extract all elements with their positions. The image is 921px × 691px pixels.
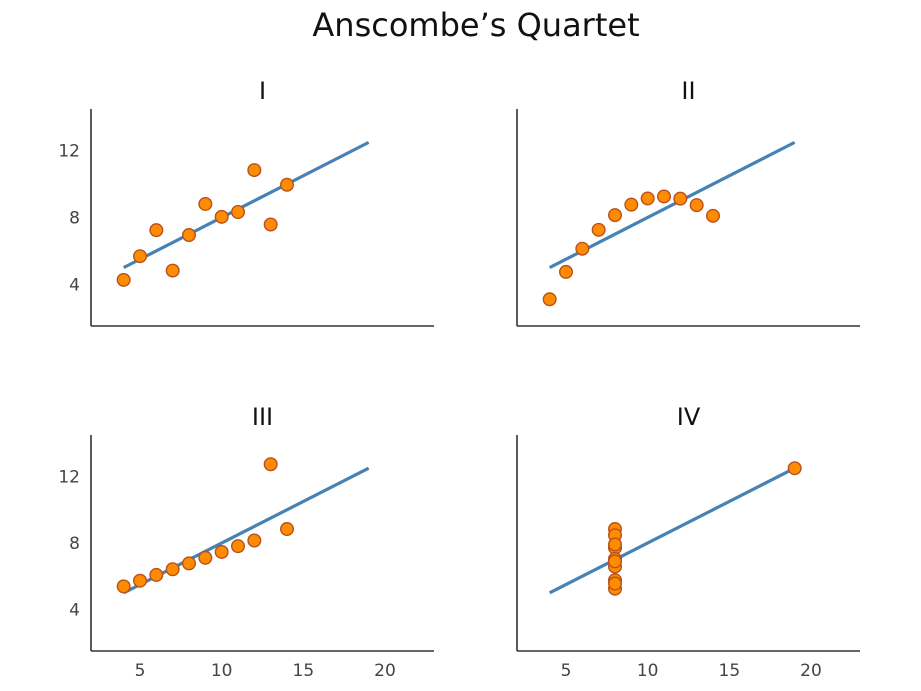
data-point — [247, 163, 262, 178]
data-point — [230, 539, 245, 554]
data-point — [230, 204, 245, 219]
data-point — [591, 222, 606, 237]
data-point — [280, 177, 295, 192]
regression-line — [548, 466, 796, 595]
x-tick-label: 10 — [637, 661, 659, 681]
data-point — [689, 198, 704, 213]
data-point — [608, 554, 623, 569]
data-point — [214, 209, 229, 224]
data-point — [542, 292, 557, 307]
y-tick-label: 8 — [69, 209, 80, 229]
panel-title: II — [681, 77, 695, 105]
x-tick-label: 15 — [293, 661, 315, 681]
data-point — [116, 272, 131, 287]
panel-title: IV — [677, 403, 701, 431]
x-tick-label: 5 — [561, 661, 572, 681]
data-point — [181, 228, 196, 243]
y-tick-label: 4 — [69, 600, 80, 620]
data-point — [263, 217, 278, 232]
y-tick-label: 8 — [69, 534, 80, 554]
data-point — [787, 461, 802, 476]
data-point — [608, 576, 623, 591]
data-point — [706, 208, 721, 223]
data-point — [608, 537, 623, 552]
panel-title: I — [259, 77, 266, 105]
x-tick-label: 15 — [719, 661, 741, 681]
data-point — [280, 522, 295, 537]
panel-3: III 4 8 12 5 10 15 20 — [58, 403, 434, 681]
y-tick-label: 4 — [69, 275, 80, 295]
data-point — [165, 562, 180, 577]
panel-1: I 4 8 12 — [58, 77, 434, 327]
data-point — [198, 550, 213, 565]
panel-2: II — [516, 77, 860, 327]
data-point — [181, 556, 196, 571]
data-point — [247, 533, 262, 548]
panel-title: III — [252, 403, 273, 431]
panel-4: IV 5 10 15 20 — [516, 403, 860, 681]
data-point — [263, 457, 278, 472]
data-point — [116, 579, 131, 594]
data-point — [673, 191, 688, 206]
data-point — [657, 189, 672, 204]
x-tick-label: 10 — [211, 661, 233, 681]
chart-title: Anscombe’s Quartet — [312, 6, 639, 44]
data-point — [132, 249, 147, 264]
data-point — [149, 223, 164, 238]
data-point — [214, 544, 229, 559]
data-point — [608, 208, 623, 223]
regression-line — [122, 466, 370, 595]
data-point — [165, 263, 180, 278]
data-point — [575, 241, 590, 256]
x-tick-label: 20 — [374, 661, 396, 681]
y-tick-label: 12 — [58, 142, 80, 162]
x-tick-label: 20 — [800, 661, 822, 681]
data-point — [149, 567, 164, 582]
regression-line — [122, 140, 370, 270]
data-point — [640, 191, 655, 206]
data-point — [559, 264, 574, 279]
regression-line — [548, 140, 796, 270]
y-tick-label: 12 — [58, 468, 80, 488]
x-tick-label: 5 — [135, 661, 146, 681]
data-point — [624, 197, 639, 212]
data-point — [132, 573, 147, 588]
data-point — [198, 196, 213, 211]
